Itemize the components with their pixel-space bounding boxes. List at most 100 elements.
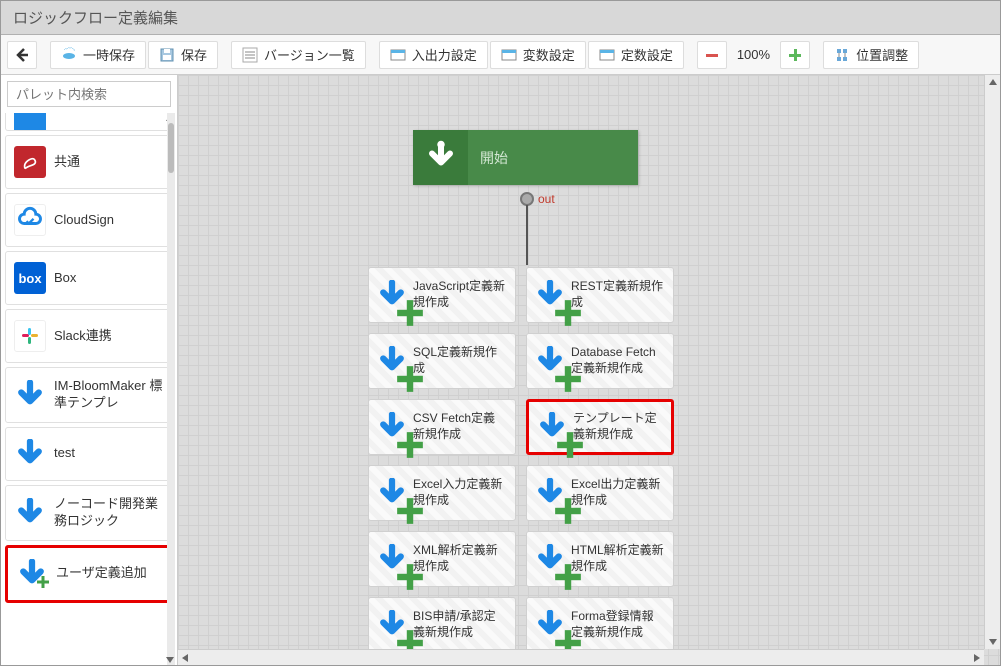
const-settings-button[interactable]: 定数設定	[588, 41, 684, 69]
create-icon	[377, 280, 407, 310]
start-label: 開始	[468, 148, 508, 168]
create-icon	[535, 610, 565, 640]
action-card[interactable]: REST定義新規作成	[526, 267, 674, 323]
zoom-value: 100%	[729, 42, 778, 67]
io-settings-label: 入出力設定	[412, 45, 477, 64]
action-card[interactable]: Database Fetch定義新規作成	[526, 333, 674, 389]
create-icon	[535, 544, 565, 574]
action-card[interactable]: XML解析定義新規作成	[368, 531, 516, 587]
versions-button[interactable]: バージョン一覧	[231, 41, 366, 69]
temp-save-button[interactable]: 一時保存	[50, 41, 146, 69]
action-label: Forma登録情報定義新規作成	[571, 609, 665, 640]
palette-item-label: test	[54, 445, 75, 462]
save-icon	[159, 47, 175, 63]
versions-label: バージョン一覧	[264, 45, 355, 64]
action-label: Database Fetch定義新規作成	[571, 345, 665, 376]
var-settings-button[interactable]: 変数設定	[490, 41, 586, 69]
back-arrow-icon	[14, 47, 30, 63]
action-card[interactable]: テンプレート定義新規作成	[526, 399, 674, 455]
palette-item[interactable]: IM-BloomMaker 標準テンプレ	[5, 367, 173, 423]
create-icon	[537, 412, 567, 442]
panel-icon	[501, 47, 517, 63]
action-card[interactable]: CSV Fetch定義新規作成	[368, 399, 516, 455]
palette-item[interactable]: CloudSign	[5, 193, 173, 247]
action-card[interactable]: BIS申請/承認定義新規作成	[368, 597, 516, 653]
action-label: REST定義新規作成	[571, 279, 665, 310]
create-icon	[535, 478, 565, 508]
palette-item[interactable]: ユーザ定義追加	[5, 545, 173, 603]
action-card[interactable]: Excel入力定義新規作成	[368, 465, 516, 521]
var-settings-label: 変数設定	[523, 45, 575, 64]
port-circle-icon	[520, 192, 534, 206]
palette-item[interactable]: Slack連携	[5, 309, 173, 363]
create-icon	[377, 478, 407, 508]
action-label: JavaScript定義新規作成	[413, 279, 507, 310]
align-button[interactable]: 位置調整	[823, 41, 919, 69]
plus-icon	[787, 47, 803, 63]
start-icon	[413, 130, 468, 185]
action-card[interactable]: HTML解析定義新規作成	[526, 531, 674, 587]
start-node[interactable]: 開始	[413, 130, 638, 185]
canvas-horizontal-scrollbar[interactable]	[178, 649, 984, 665]
save-button[interactable]: 保存	[148, 41, 218, 69]
palette-item-label: Box	[54, 270, 76, 287]
palette-list: 共通 CloudSign boxBox Slack連携 IM-BloomMaker 標準…	[1, 113, 177, 665]
connector-line	[526, 205, 528, 265]
toolbar: 一時保存 保存 バージョン一覧 入出力設定 変数設定 定数設定 100% 位置調…	[1, 35, 1000, 75]
action-label: BIS申請/承認定義新規作成	[413, 609, 507, 640]
action-label: XML解析定義新規作成	[413, 543, 507, 574]
out-port[interactable]: out	[520, 192, 555, 206]
io-settings-button[interactable]: 入出力設定	[379, 41, 488, 69]
align-label: 位置調整	[856, 45, 908, 64]
create-icon	[377, 412, 407, 442]
action-label: HTML解析定義新規作成	[571, 543, 665, 574]
temp-save-icon	[61, 47, 77, 63]
create-icon	[377, 544, 407, 574]
const-settings-label: 定数設定	[621, 45, 673, 64]
action-card[interactable]: SQL定義新規作成	[368, 333, 516, 389]
window-title-bar: ロジックフロー定義編集	[1, 1, 1000, 35]
zoom-out-button[interactable]	[697, 41, 727, 69]
palette-scrollbar[interactable]	[167, 113, 175, 665]
zoom-in-button[interactable]	[780, 41, 810, 69]
create-icon	[535, 280, 565, 310]
palette-item[interactable]: test	[5, 427, 173, 481]
palette-item-label: ノーコード開発業務ロジック	[54, 496, 164, 530]
palette-search-input[interactable]	[7, 81, 171, 107]
out-port-label: out	[538, 192, 555, 206]
palette-item[interactable]: ノーコード開発業務ロジック	[5, 485, 173, 541]
window-title: ロジックフロー定義編集	[13, 7, 178, 28]
list-icon	[242, 47, 258, 63]
action-card[interactable]: Forma登録情報定義新規作成	[526, 597, 674, 653]
action-label: Excel入力定義新規作成	[413, 477, 507, 508]
sidebar: 共通 CloudSign boxBox Slack連携 IM-BloomMaker 標準…	[1, 75, 178, 665]
action-label: SQL定義新規作成	[413, 345, 507, 376]
scroll-down-arrow[interactable]	[166, 657, 174, 663]
palette-item-label: 共通	[54, 154, 80, 171]
create-icon	[377, 610, 407, 640]
palette-item-label: ユーザ定義追加	[56, 565, 147, 582]
action-label: CSV Fetch定義新規作成	[413, 411, 507, 442]
action-label: Excel出力定義新規作成	[571, 477, 665, 508]
create-icon	[377, 346, 407, 376]
action-card[interactable]: JavaScript定義新規作成	[368, 267, 516, 323]
canvas-vertical-scrollbar[interactable]	[984, 75, 1000, 649]
create-icon	[535, 346, 565, 376]
panel-icon	[599, 47, 615, 63]
action-card[interactable]: Excel出力定義新規作成	[526, 465, 674, 521]
action-label: テンプレート定義新規作成	[573, 411, 663, 442]
palette-item[interactable]	[5, 113, 173, 131]
temp-save-label: 一時保存	[83, 45, 135, 64]
palette-item-label: IM-BloomMaker 標準テンプレ	[54, 378, 164, 412]
save-label: 保存	[181, 45, 207, 64]
minus-icon	[704, 47, 720, 63]
back-button[interactable]	[7, 41, 37, 69]
palette-item-label: CloudSign	[54, 212, 114, 229]
canvas[interactable]: 開始 out JavaScript定義新規作成 REST定義新規作成 SQL定義新規…	[178, 75, 1000, 665]
palette-item[interactable]: 共通	[5, 135, 173, 189]
action-menu: JavaScript定義新規作成 REST定義新規作成 SQL定義新規作成 Datab…	[368, 267, 674, 653]
panel-icon	[390, 47, 406, 63]
align-icon	[834, 47, 850, 63]
palette-item[interactable]: boxBox	[5, 251, 173, 305]
palette-item-label: Slack連携	[54, 328, 112, 345]
